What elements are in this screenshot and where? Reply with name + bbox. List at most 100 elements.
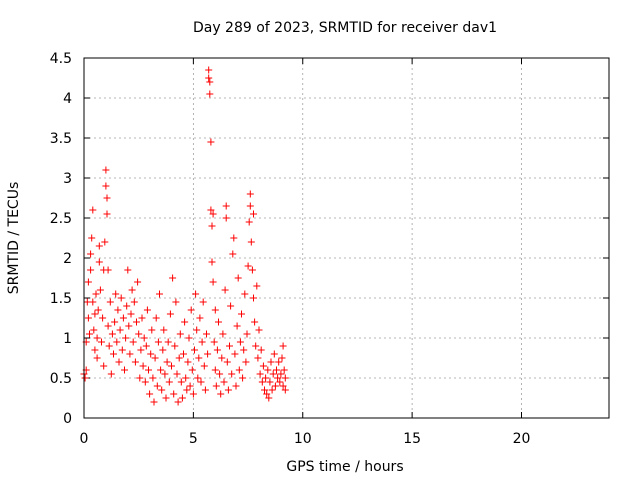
data-point <box>280 366 288 374</box>
data-point <box>213 346 221 354</box>
data-point <box>186 382 194 390</box>
data-point <box>205 66 213 74</box>
data-point <box>98 338 105 346</box>
data-point <box>99 314 107 322</box>
data-point <box>187 306 195 314</box>
data-point <box>104 322 112 330</box>
data-point <box>268 386 276 394</box>
data-point <box>174 398 182 406</box>
data-point <box>126 350 134 358</box>
data-point <box>243 330 251 338</box>
data-point <box>156 290 163 298</box>
data-point <box>107 370 115 378</box>
data-point <box>203 330 210 338</box>
data-point <box>250 210 257 218</box>
data-point <box>163 358 171 366</box>
data-point <box>188 366 196 374</box>
data-point <box>102 166 110 174</box>
data-point <box>87 266 95 274</box>
data-point <box>254 354 262 362</box>
data-point <box>223 358 231 366</box>
data-point <box>147 350 155 358</box>
data-point <box>91 310 99 318</box>
data-point <box>212 382 220 390</box>
data-point <box>170 390 178 398</box>
data-point <box>261 386 268 394</box>
data-point <box>227 302 235 310</box>
data-point <box>89 298 97 306</box>
data-point <box>104 266 112 274</box>
data-point <box>138 314 146 322</box>
data-point <box>164 338 172 346</box>
data-point <box>133 318 140 326</box>
data-point <box>141 378 149 386</box>
data-point <box>159 346 167 354</box>
data-point <box>220 378 228 386</box>
data-point <box>113 338 121 346</box>
y-tick-label: 2 <box>63 251 72 267</box>
data-point <box>129 338 137 346</box>
data-point <box>192 290 200 298</box>
data-point <box>102 182 110 190</box>
data-point <box>189 390 197 398</box>
data-point <box>121 366 128 374</box>
data-point <box>246 190 254 198</box>
data-point <box>194 374 202 382</box>
data-point <box>110 350 117 358</box>
data-point <box>177 378 185 386</box>
data-point <box>238 310 245 318</box>
data-point <box>131 358 139 366</box>
data-point <box>250 294 257 302</box>
x-tick-label: 0 <box>80 431 89 447</box>
data-point <box>264 366 272 374</box>
data-point <box>124 266 132 274</box>
data-point <box>81 374 89 382</box>
data-point <box>152 314 160 322</box>
data-point <box>87 250 95 258</box>
data-point <box>236 338 244 346</box>
data-point <box>90 326 98 334</box>
data-point <box>127 310 135 318</box>
data-point <box>160 326 168 334</box>
data-point <box>146 390 154 398</box>
data-point <box>205 74 213 82</box>
data-point <box>122 334 130 342</box>
data-point <box>139 362 147 370</box>
y-tick-label: 4.5 <box>50 51 72 67</box>
data-point <box>231 350 239 358</box>
data-point <box>252 342 260 350</box>
data-point <box>247 238 255 246</box>
data-point <box>93 334 101 342</box>
data-point <box>269 370 277 378</box>
data-point <box>117 294 125 302</box>
data-point <box>256 370 264 378</box>
data-point <box>96 286 104 294</box>
data-point <box>161 370 169 378</box>
data-point <box>128 286 136 294</box>
data-point <box>153 382 161 390</box>
data-point <box>229 250 237 258</box>
data-point <box>176 330 184 338</box>
data-point <box>270 350 278 358</box>
x-tick-label: 15 <box>403 431 421 447</box>
data-point <box>123 302 131 310</box>
data-point <box>150 398 158 406</box>
data-point <box>219 330 227 338</box>
data-point <box>218 354 226 362</box>
data-point <box>111 318 119 326</box>
data-point <box>149 374 157 382</box>
data-point <box>130 298 138 306</box>
data-point <box>258 378 266 386</box>
data-point <box>240 346 248 354</box>
data-point <box>119 314 127 322</box>
data-point <box>195 354 203 362</box>
data-point <box>196 314 204 322</box>
data-point <box>191 346 198 354</box>
data-point <box>172 298 180 306</box>
data-point <box>86 330 93 338</box>
data-point <box>233 322 241 330</box>
data-point <box>279 382 287 390</box>
data-point <box>208 222 216 230</box>
data-point <box>184 358 192 366</box>
